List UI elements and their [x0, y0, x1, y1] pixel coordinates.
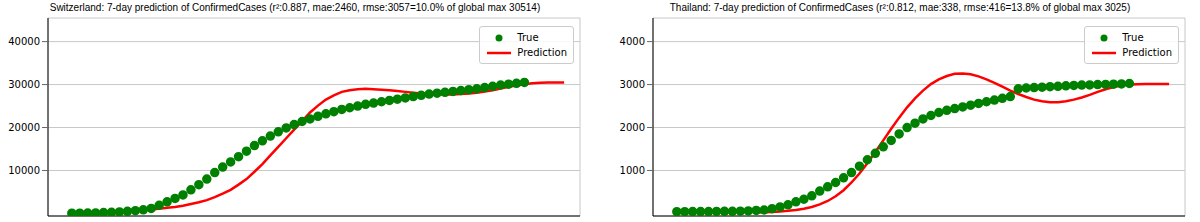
svg-text:20000: 20000	[8, 122, 40, 133]
svg-text:4000: 4000	[620, 36, 645, 47]
html-text:Switzerland: 7-day prediction: Switzerland: 7-day prediction of Confirm…	[49, 2, 541, 13]
svg-text:30000: 30000	[8, 79, 40, 90]
svg-text:1000: 1000	[620, 165, 645, 176]
html-text:Thailand: 7-day prediction of: Thailand: 7-day prediction of ConfirmedC…	[669, 2, 1131, 13]
svg-text:40000: 40000	[8, 36, 40, 47]
html-text:Prediction: Prediction	[517, 47, 567, 58]
svg-text:3000: 3000	[620, 79, 645, 90]
svg-text:10000: 10000	[8, 165, 40, 176]
html-text:Prediction: Prediction	[1122, 47, 1172, 58]
html-text:True: True	[517, 32, 539, 43]
html-text:True: True	[1122, 32, 1144, 43]
svg-text:2000: 2000	[620, 122, 645, 133]
